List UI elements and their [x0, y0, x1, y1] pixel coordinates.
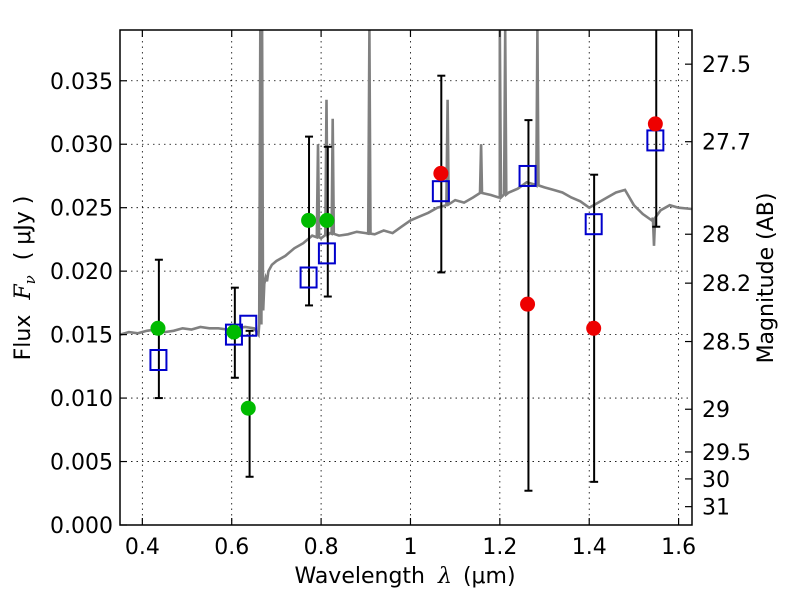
grid-lines: [120, 30, 692, 526]
model-box: [239, 314, 258, 337]
magnitude-tick-label: 30: [702, 468, 730, 493]
red-point: [520, 296, 536, 312]
model-box: [584, 213, 603, 236]
magnitude-tick-label: 29.5: [702, 441, 751, 466]
y-axis-label: Flux Fν ( μJy ): [11, 196, 41, 361]
x-axis-label-unit: (μm): [463, 564, 516, 589]
model-box: [149, 349, 168, 371]
y-tick-label: 0.005: [50, 451, 113, 476]
magnitude-axis-label: Magnitude (AB): [754, 193, 779, 364]
y-tick-label: 0.010: [50, 387, 113, 412]
observed-photometry-points: [150, 116, 663, 416]
green-point: [240, 400, 256, 416]
green-point: [226, 324, 242, 340]
plot-frame: [119, 29, 693, 526]
magnitude-tick-label: 28.5: [702, 331, 751, 356]
green-point: [301, 212, 317, 228]
model-box: [518, 164, 537, 187]
x-tick-label: 1.2: [482, 535, 517, 560]
x-tick-label: 1.4: [572, 535, 607, 560]
x-tick-label: 1.6: [661, 535, 696, 560]
y-tick-label: 0.020: [50, 260, 113, 285]
spectrum-line: [120, 30, 692, 339]
model-box: [299, 266, 318, 289]
y-tick-label: 0.035: [50, 70, 113, 95]
magnitude-tick-label: 29: [702, 398, 730, 423]
x-axis-label-prefix: Wavelength: [294, 564, 425, 589]
green-point: [319, 212, 335, 228]
magnitude-tick-label: 28: [702, 223, 730, 248]
y-axis-label-symbol: F: [11, 284, 36, 301]
y-tick-label: 0.025: [50, 197, 113, 222]
x-tick-label: 0.6: [214, 535, 249, 560]
model-spectrum: [120, 30, 692, 339]
y-axis-label-unit: ( μJy ): [11, 196, 36, 261]
y-tick-label: 0.030: [50, 133, 113, 158]
y-axis-label-prefix: Flux: [11, 315, 36, 361]
red-point: [433, 165, 449, 181]
magnitude-tick-label: 31: [702, 496, 730, 521]
magnitude-tick-label: 27.7: [702, 131, 751, 156]
error-bars: [154, 30, 661, 492]
red-point: [647, 116, 663, 132]
model-box: [317, 242, 336, 265]
red-point: [586, 320, 602, 336]
y-tick-label: 0.015: [50, 324, 113, 349]
y-tick-label: 0.000: [50, 514, 113, 539]
axis-ticks: 0.4 0.6 0.8 1 1.2 1.4 1.6 0.000 0.005 0.010 0.015 0…: [50, 30, 751, 560]
x-axis-label-symbol: λ: [437, 564, 452, 589]
x-tick-label: 1: [403, 535, 417, 560]
model-box: [431, 180, 450, 203]
x-tick-label: 0.8: [304, 535, 339, 560]
green-point: [150, 320, 166, 336]
x-tick-label: 0.4: [125, 535, 160, 560]
x-axis-label: Wavelength λ (μm): [294, 564, 515, 589]
magnitude-tick-label: 27.5: [702, 53, 751, 78]
y-axis-label-subscript: ν: [21, 275, 39, 284]
magnitude-tick-label: 28.2: [702, 272, 751, 297]
